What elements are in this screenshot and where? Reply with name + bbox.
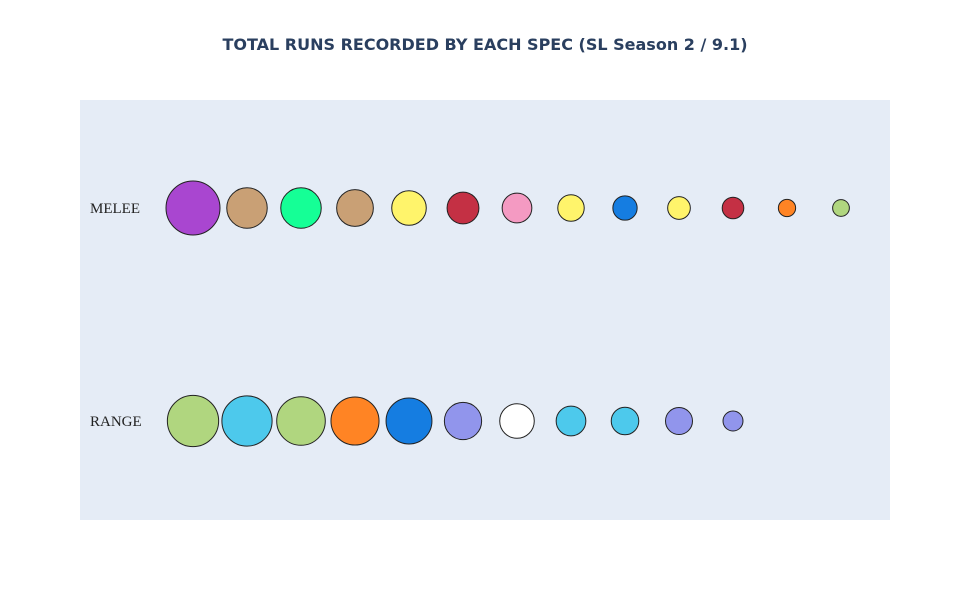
marker-melee-12[interactable] xyxy=(777,198,797,218)
marker-melee-10[interactable] xyxy=(667,196,691,220)
marker-melee-13[interactable] xyxy=(832,199,850,217)
marker-range-5[interactable] xyxy=(385,397,433,445)
rows-layer: MELEE RANGE xyxy=(90,180,850,448)
marker-range-4[interactable] xyxy=(330,396,380,446)
marker-melee-11[interactable] xyxy=(721,196,745,220)
marker-melee-9[interactable] xyxy=(612,195,638,221)
marker-range-8[interactable] xyxy=(555,405,587,437)
chart-title: TOTAL RUNS RECORDED BY EACH SPEC (SL Sea… xyxy=(222,35,747,54)
marker-melee-5[interactable] xyxy=(391,190,427,226)
marker-range-3[interactable] xyxy=(276,396,326,446)
marker-range-2[interactable] xyxy=(221,395,273,447)
marker-melee-2[interactable] xyxy=(226,187,268,229)
marker-melee-7[interactable] xyxy=(501,192,533,224)
plot-area xyxy=(80,100,890,520)
marker-melee-4[interactable] xyxy=(336,189,374,227)
marker-melee-3[interactable] xyxy=(280,187,322,229)
marker-range-7[interactable] xyxy=(499,403,535,439)
marker-range-11[interactable] xyxy=(722,410,744,432)
marker-range-6[interactable] xyxy=(443,401,483,441)
row-label-melee: MELEE xyxy=(90,201,140,217)
marker-range-10[interactable] xyxy=(665,407,693,435)
marker-melee-6[interactable] xyxy=(446,191,480,225)
marker-melee-1[interactable] xyxy=(165,180,221,236)
marker-melee-8[interactable] xyxy=(557,194,585,222)
marker-range-1[interactable] xyxy=(166,394,220,448)
row-label-range: RANGE xyxy=(90,414,142,430)
marker-range-9[interactable] xyxy=(610,406,640,436)
